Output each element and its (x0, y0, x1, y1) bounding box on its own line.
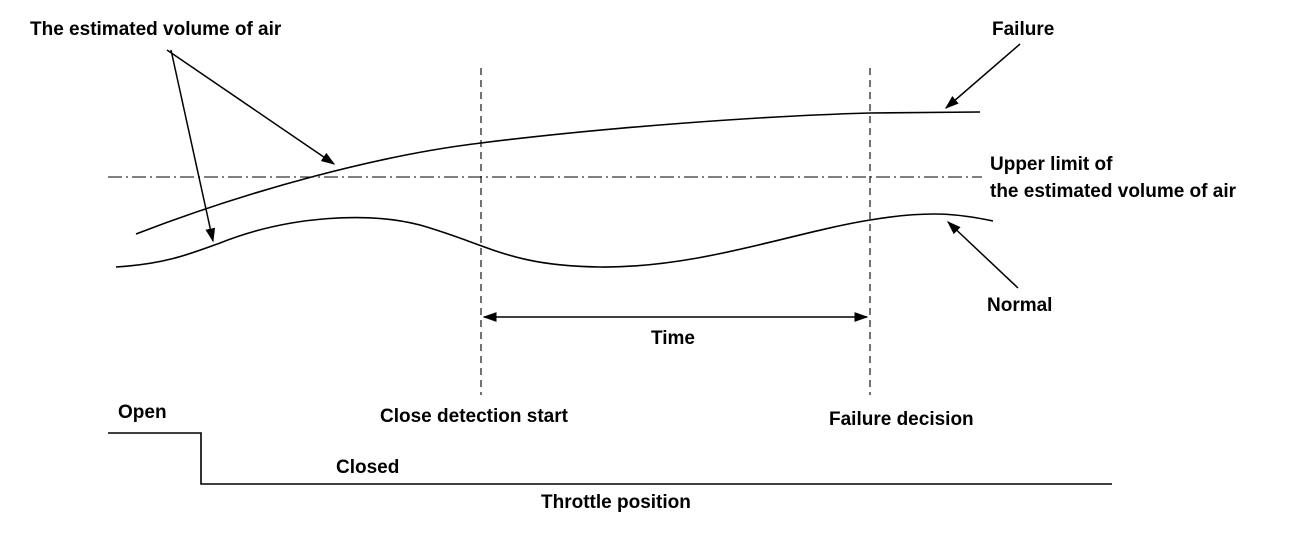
throttle-step-line (108, 432, 1112, 485)
estimated-volume-leader-failure (166, 49, 336, 165)
normal-label: Normal (987, 295, 1052, 316)
upper-limit-label-line2: the estimated volume of air (990, 181, 1237, 202)
normal-curve (115, 213, 994, 268)
failure-curve (135, 111, 981, 235)
estimated-volume-label: The estimated volume of air (30, 19, 282, 40)
failure-label: Failure (992, 19, 1054, 40)
estimated-volume-leader-normal (170, 49, 216, 243)
failure-leader (944, 43, 1021, 109)
upper-limit-label-line1: Upper limit of (990, 154, 1113, 175)
throttle-position-label: Throttle position (541, 492, 691, 513)
time-label: Time (651, 328, 695, 349)
open-label: Open (118, 402, 167, 423)
failure-decision-label: Failure decision (829, 409, 974, 430)
close-detection-start-label: Close detection start (380, 406, 569, 427)
closed-label: Closed (336, 457, 399, 478)
normal-leader (946, 221, 1019, 289)
